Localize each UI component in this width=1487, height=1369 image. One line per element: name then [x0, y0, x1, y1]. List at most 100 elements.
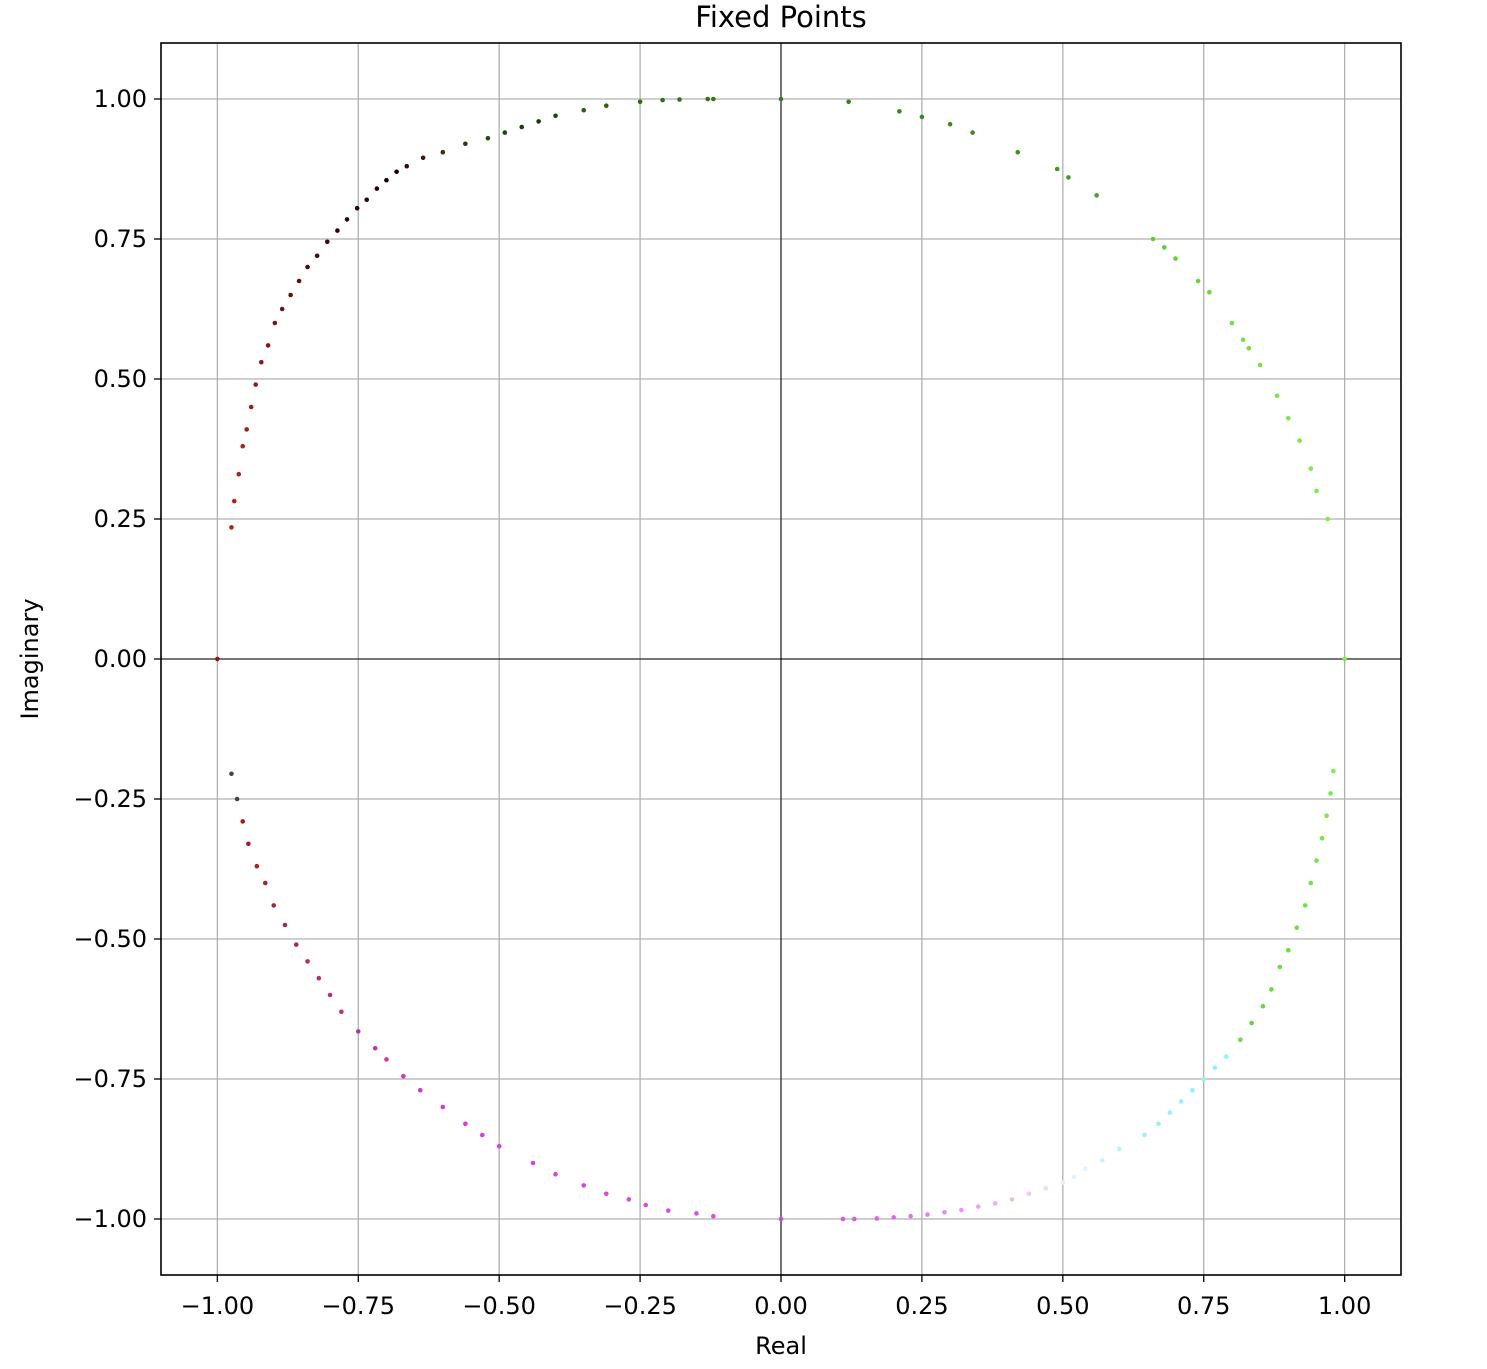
- data-point: [215, 656, 220, 662]
- data-point: [1308, 880, 1314, 886]
- data-point: [1285, 415, 1291, 421]
- reference-lines: [161, 43, 1401, 1275]
- data-point: [925, 1212, 930, 1217]
- data-point: [1342, 656, 1347, 662]
- data-point: [1257, 362, 1263, 368]
- data-point: [394, 169, 399, 175]
- data-point: [324, 239, 330, 245]
- data-point: [1325, 516, 1331, 522]
- data-point: [229, 771, 234, 777]
- data-point: [1150, 236, 1156, 242]
- data-point: [959, 1207, 964, 1213]
- data-point: [1201, 1076, 1207, 1082]
- data-point: [314, 253, 320, 259]
- data-point: [1060, 1180, 1066, 1185]
- data-point: [1094, 193, 1099, 198]
- data-point: [1173, 256, 1178, 261]
- x-axis-ticks: −1.00 −0.75 −0.50 −0.25 0.00 0.25 0.50 0.75 1.00: [181, 1275, 1371, 1320]
- data-point: [327, 992, 333, 998]
- x-tick-label: −0.75: [321, 1292, 395, 1320]
- data-point: [519, 124, 525, 130]
- data-point: [851, 1216, 857, 1222]
- data-point: [1246, 345, 1252, 351]
- data-point: [254, 863, 260, 869]
- data-point: [553, 113, 558, 119]
- data-point: [942, 1209, 947, 1215]
- data-point: [1238, 1037, 1243, 1043]
- x-tick-label: 0.50: [1036, 1292, 1089, 1320]
- data-point: [1167, 1110, 1173, 1115]
- data-point: [626, 1197, 632, 1202]
- data-point: [1161, 245, 1167, 250]
- data-point: [677, 97, 682, 102]
- data-point: [354, 205, 360, 211]
- data-point: [581, 1183, 587, 1188]
- data-point: [463, 141, 468, 147]
- data-point: [1223, 1054, 1229, 1059]
- data-point: [1297, 438, 1302, 443]
- y-tick-label: −0.25: [73, 785, 147, 813]
- data-point: [603, 1191, 609, 1197]
- data-point: [840, 1216, 846, 1222]
- data-point: [581, 107, 587, 113]
- data-point: [908, 1213, 913, 1219]
- data-point: [305, 264, 310, 270]
- data-point: [305, 959, 310, 964]
- data-point: [240, 443, 246, 449]
- data-point: [992, 1201, 998, 1206]
- data-point: [417, 1087, 423, 1093]
- data-point: [1294, 925, 1300, 931]
- chart-title: Fixed Points: [695, 0, 866, 34]
- data-point: [240, 819, 246, 824]
- y-tick-label: 1.00: [94, 85, 147, 113]
- data-point: [846, 99, 851, 105]
- data-point: [897, 109, 902, 114]
- x-axis-label: Real: [755, 1332, 807, 1360]
- data-point: [665, 1208, 671, 1213]
- x-tick-label: 0.75: [1177, 1292, 1230, 1320]
- data-point: [440, 1104, 446, 1110]
- data-point: [420, 155, 426, 161]
- data-point: [234, 796, 240, 802]
- data-point: [229, 525, 234, 530]
- y-tick-label: −1.00: [73, 1205, 147, 1233]
- data-point: [1269, 987, 1274, 992]
- y-tick-label: 0.50: [94, 365, 147, 393]
- data-point: [1240, 337, 1246, 343]
- data-point: [1324, 813, 1329, 819]
- data-point: [1331, 768, 1336, 774]
- data-point: [502, 130, 508, 135]
- data-point: [288, 292, 293, 298]
- data-point: [231, 498, 237, 504]
- x-tick-label: −1.00: [181, 1292, 255, 1320]
- data-point: [778, 1216, 784, 1222]
- data-point: [374, 186, 380, 191]
- data-point: [711, 1213, 716, 1219]
- data-point: [637, 99, 643, 105]
- data-point: [1314, 488, 1319, 494]
- data-point: [355, 1029, 361, 1034]
- data-point: [440, 149, 446, 155]
- data-point: [372, 1045, 378, 1051]
- y-tick-label: 0.25: [94, 505, 147, 533]
- data-point: [705, 96, 711, 102]
- data-point: [316, 975, 322, 981]
- data-point: [1195, 278, 1201, 284]
- data-point: [463, 1121, 468, 1127]
- data-point: [975, 1204, 981, 1209]
- data-point: [335, 228, 340, 233]
- data-point: [1066, 175, 1071, 180]
- data-point: [259, 359, 264, 365]
- data-point: [1015, 149, 1021, 155]
- data-point: [265, 343, 271, 348]
- data-point: [296, 278, 302, 284]
- data-point: [485, 135, 491, 141]
- data-point: [384, 1057, 389, 1062]
- data-point: [1071, 1174, 1077, 1180]
- data-point: [660, 97, 665, 103]
- data-point: [1026, 1191, 1032, 1197]
- data-point: [1212, 1065, 1218, 1071]
- y-tick-label: −0.75: [73, 1065, 147, 1093]
- data-points: [215, 96, 1347, 1222]
